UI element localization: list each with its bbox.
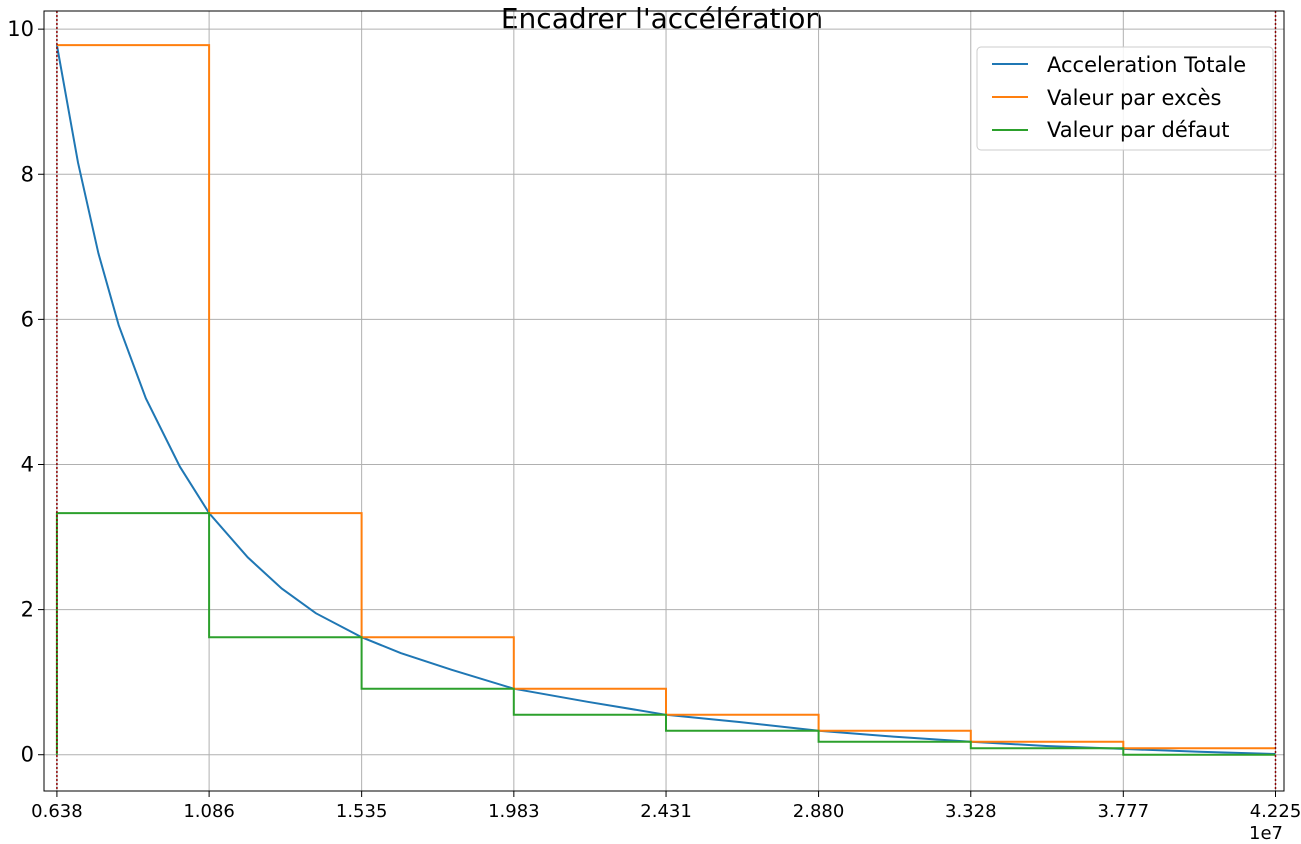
x-tick-label: 2.880 — [793, 801, 845, 822]
series-line-2 — [55, 512, 1276, 756]
x-tick-label: 1.086 — [183, 801, 235, 822]
axes-frame — [43, 10, 1285, 792]
x-axis-ticks: 0.638 1.086 1.535 1.983 2.431 2.880 3.328 3.777… — [31, 791, 1301, 822]
chart-title: Encadrer l'accélération — [501, 2, 823, 35]
series-layer — [55, 44, 1276, 756]
series-line-1 — [56, 44, 1276, 750]
y-tick-label: 8 — [21, 162, 34, 186]
legend: Acceleration Totale Valeur par excès Val… — [976, 46, 1274, 151]
x-tick-label: 1.983 — [488, 801, 540, 822]
grid — [44, 11, 1284, 791]
vertical-limit-lines — [56, 11, 1277, 791]
x-tick-label: 1.535 — [336, 801, 388, 822]
y-tick-label: 4 — [21, 452, 34, 476]
y-tick-label: 6 — [21, 307, 34, 331]
x-tick-label: 4.225 — [1250, 801, 1301, 822]
x-tick-label: 3.777 — [1098, 801, 1150, 822]
y-tick-label: 10 — [7, 17, 34, 41]
x-tick-label: 0.638 — [31, 801, 83, 822]
x-tick-label: 3.328 — [945, 801, 997, 822]
y-tick-label: 0 — [21, 743, 34, 767]
legend-label-acceleration: Acceleration Totale — [1047, 53, 1246, 77]
y-axis-ticks: 0 2 4 6 8 10 — [7, 17, 44, 767]
x-tick-label: 2.431 — [640, 801, 692, 822]
legend-label-defaut: Valeur par défaut — [1047, 118, 1230, 142]
y-tick-label: 2 — [21, 598, 34, 622]
legend-label-exces: Valeur par excès — [1047, 86, 1222, 110]
x-axis-offset-label: 1e7 — [1249, 823, 1283, 844]
legend-box — [976, 46, 1274, 151]
